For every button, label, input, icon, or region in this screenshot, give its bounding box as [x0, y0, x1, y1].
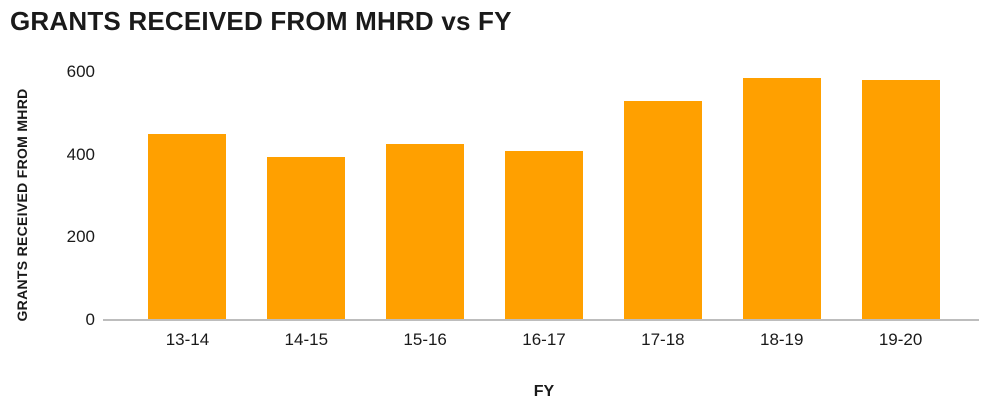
chart-title: GRANTS RECEIVED FROM MHRD vs FY — [10, 6, 512, 36]
x-tick-label: 14-15 — [284, 330, 329, 349]
y-tick-label: 200 — [66, 227, 95, 247]
plot-area: 13-14 14-15 15-16 16-17 17-18 18-19 19-20 — [128, 72, 960, 349]
y-axis-ticks: 0 200 400 600 — [0, 62, 105, 329]
bar-slot: 15-16 — [366, 72, 485, 349]
x-tick-label: 16-17 — [522, 330, 566, 349]
y-tick-label: 0 — [85, 310, 95, 329]
x-tick-label: 17-18 — [641, 330, 685, 349]
bar-19-20 — [861, 80, 940, 320]
bar-slot: 18-19 — [722, 72, 841, 349]
x-axis-title: FY — [533, 383, 555, 400]
bar-15-16 — [386, 144, 465, 320]
x-tick-label: 19-20 — [878, 330, 923, 349]
x-axis-line — [103, 319, 979, 321]
bar-16-17 — [505, 150, 583, 320]
y-tick-label: 600 — [66, 62, 95, 81]
bar-17-18 — [623, 100, 702, 320]
bar-slot: 19-20 — [841, 72, 960, 349]
bar-slot: 16-17 — [485, 72, 604, 349]
bar-18-19 — [742, 78, 821, 320]
x-tick-label: 18-19 — [759, 330, 804, 349]
bar-slot: 14-15 — [247, 72, 366, 349]
x-tick-label: 13-14 — [165, 330, 210, 349]
x-tick-label: 15-16 — [403, 330, 447, 349]
bar-14-15 — [267, 156, 346, 320]
bar-slot: 17-18 — [603, 72, 722, 349]
bar-13-14 — [148, 134, 227, 320]
bar-slot: 13-14 — [128, 72, 247, 349]
y-tick-label: 400 — [66, 144, 95, 164]
